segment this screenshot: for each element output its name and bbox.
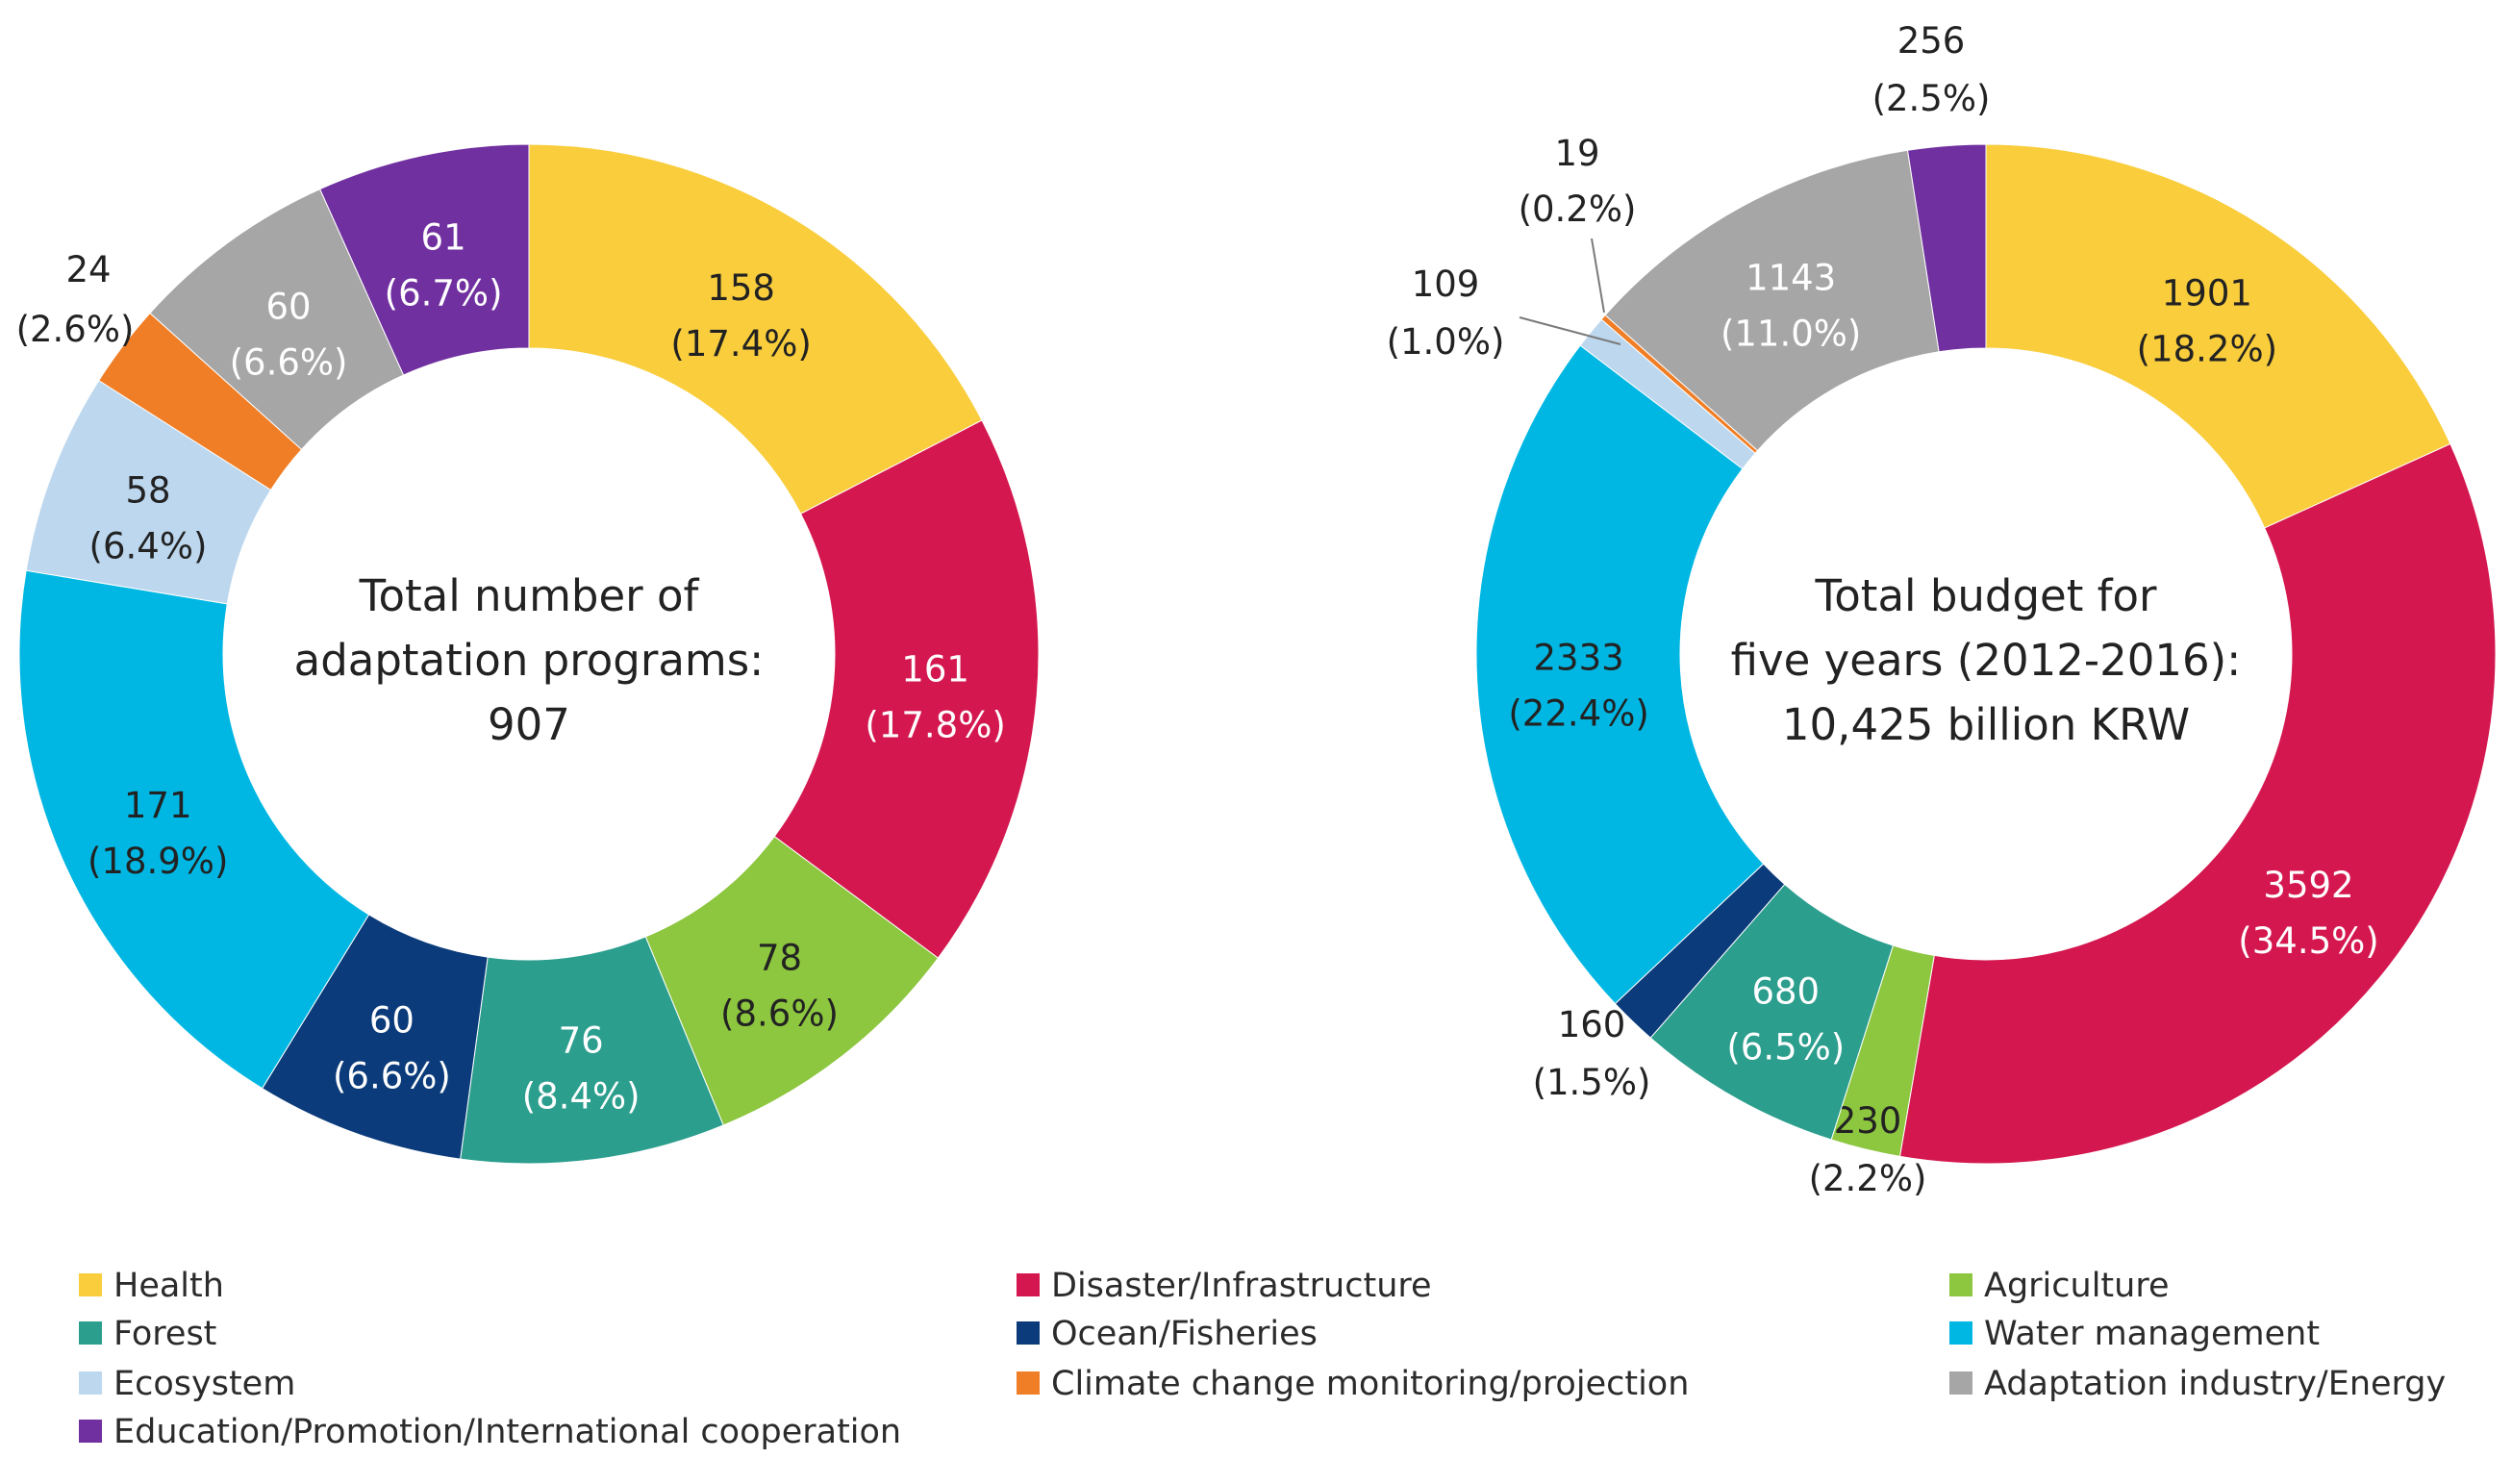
legend-label-disaster: Disaster/Infrastructure [1051,1267,1432,1305]
programs-value-label-disaster: 161 [901,648,969,690]
programs-pct-label-ocean: (6.6%) [333,1055,451,1096]
budget-slice-health [1985,143,2451,529]
budget-pct-label-health: (18.2%) [2137,329,2277,370]
budget-slice-disaster [1898,442,2497,1165]
legend-label-agriculture: Agriculture [1984,1267,2169,1305]
legend-label-ecosystem: Ecosystem [113,1365,295,1403]
programs-slice-water [18,569,370,1090]
budget-value-label-disaster: 3592 [2263,865,2353,906]
budget-value-label-ecosystem: 109 [1412,264,1480,305]
budget-slice-education [1906,143,1987,353]
programs-center-text: adaptation programs: [294,635,765,686]
legend-swatch-industry [1949,1371,1972,1395]
programs-pct-label-education: (6.7%) [385,272,503,314]
programs-pct-label-water: (18.9%) [88,841,228,882]
legend-swatch-education [79,1420,102,1443]
budget-center-text: five years (2012-2016): [1731,635,2242,686]
budget-pct-label-education: (2.5%) [1872,78,1991,119]
legend-label-ocean: Ocean/Fisheries [1051,1315,1318,1353]
programs-center-text: Total number of [359,570,700,621]
legend-swatch-water [1949,1321,1972,1345]
legend-label-climate: Climate change monitoring/projection [1051,1365,1689,1403]
legend-swatch-forest [79,1321,102,1345]
legend-swatch-disaster [1017,1273,1040,1296]
programs-value-label-agriculture: 78 [757,938,802,979]
budget-pct-label-climate: (0.2%) [1519,189,1637,230]
legend-label-education: Education/Promotion/International cooper… [113,1413,901,1451]
budget-value-label-forest: 680 [1751,970,1820,1012]
budget-pct-label-forest: (6.5%) [1726,1026,1845,1068]
programs-value-label-ocean: 60 [369,999,414,1041]
budget-slice-water [1475,344,1765,1005]
programs-pct-label-climate: (2.6%) [16,309,135,350]
legend-swatch-health [79,1273,102,1296]
programs-slice-disaster [773,419,1040,959]
programs-value-label-education: 61 [421,216,466,258]
programs-pct-label-ecosystem: (6.4%) [89,525,208,566]
programs-pct-label-industry: (6.6%) [230,341,348,383]
programs-pct-label-health: (17.4%) [670,323,811,365]
programs-value-label-health: 158 [707,267,775,309]
budget-value-label-education: 256 [1897,20,1966,62]
budget-pct-label-industry: (11.0%) [1721,314,1861,355]
programs-slice-health [528,143,983,515]
programs-donut-chart: 158 (17.4%) 161 (17.8%) 78 (8.6%) 76 (8.4%) 60 (6… [16,143,1040,1165]
legend: Health Disaster/Infrastructure Agriculture… [79,1267,2446,1451]
budget-value-label-water: 2333 [1534,637,1624,678]
budget-pct-label-disaster: (34.5%) [2238,920,2378,962]
legend-label-forest: Forest [113,1315,216,1353]
budget-center-text: Total budget for [1814,570,2157,621]
programs-pct-label-disaster: (17.8%) [865,704,1005,745]
budget-value-label-industry: 1143 [1746,258,1836,299]
budget-donut-chart: 1901 (18.2%) 3592 (34.5%) 230 (2.2%) 680 (6.5%)… [1387,20,2497,1199]
budget-leader-climate [1591,238,1605,314]
legend-label-water: Water management [1984,1315,2320,1353]
programs-pct-label-agriculture: (8.6%) [720,994,839,1035]
legend-swatch-climate [1017,1371,1040,1395]
programs-center-text: 907 [488,699,570,750]
budget-pct-label-ecosystem: (1.0%) [1387,321,1505,363]
budget-value-label-ocean: 160 [1558,1004,1626,1045]
programs-slice-education [318,143,530,376]
budget-value-label-health: 1901 [2162,273,2252,314]
programs-value-label-forest: 76 [559,1020,604,1062]
budget-pct-label-ocean: (1.5%) [1533,1062,1651,1103]
programs-pct-label-forest: (8.4%) [522,1076,641,1118]
programs-value-label-ecosystem: 58 [125,469,170,511]
legend-label-health: Health [113,1267,224,1305]
programs-value-label-climate: 24 [65,249,111,290]
budget-pct-label-agriculture: (2.2%) [1809,1158,1927,1199]
budget-center-text: 10,425 billion KRW [1782,699,2190,750]
programs-value-label-water: 171 [124,785,192,826]
budget-pct-label-water: (22.4%) [1508,692,1648,734]
budget-leader-ecosystem [1519,316,1621,345]
legend-swatch-ecosystem [79,1371,102,1395]
budget-slice-industry [1604,149,1940,452]
legend-swatch-agriculture [1949,1273,1972,1296]
legend-label-industry: Adaptation industry/Energy [1984,1365,2446,1403]
programs-value-label-industry: 60 [266,286,312,327]
budget-value-label-climate: 19 [1554,133,1599,174]
legend-swatch-ocean [1017,1321,1040,1345]
budget-value-label-agriculture: 230 [1834,1100,1902,1142]
